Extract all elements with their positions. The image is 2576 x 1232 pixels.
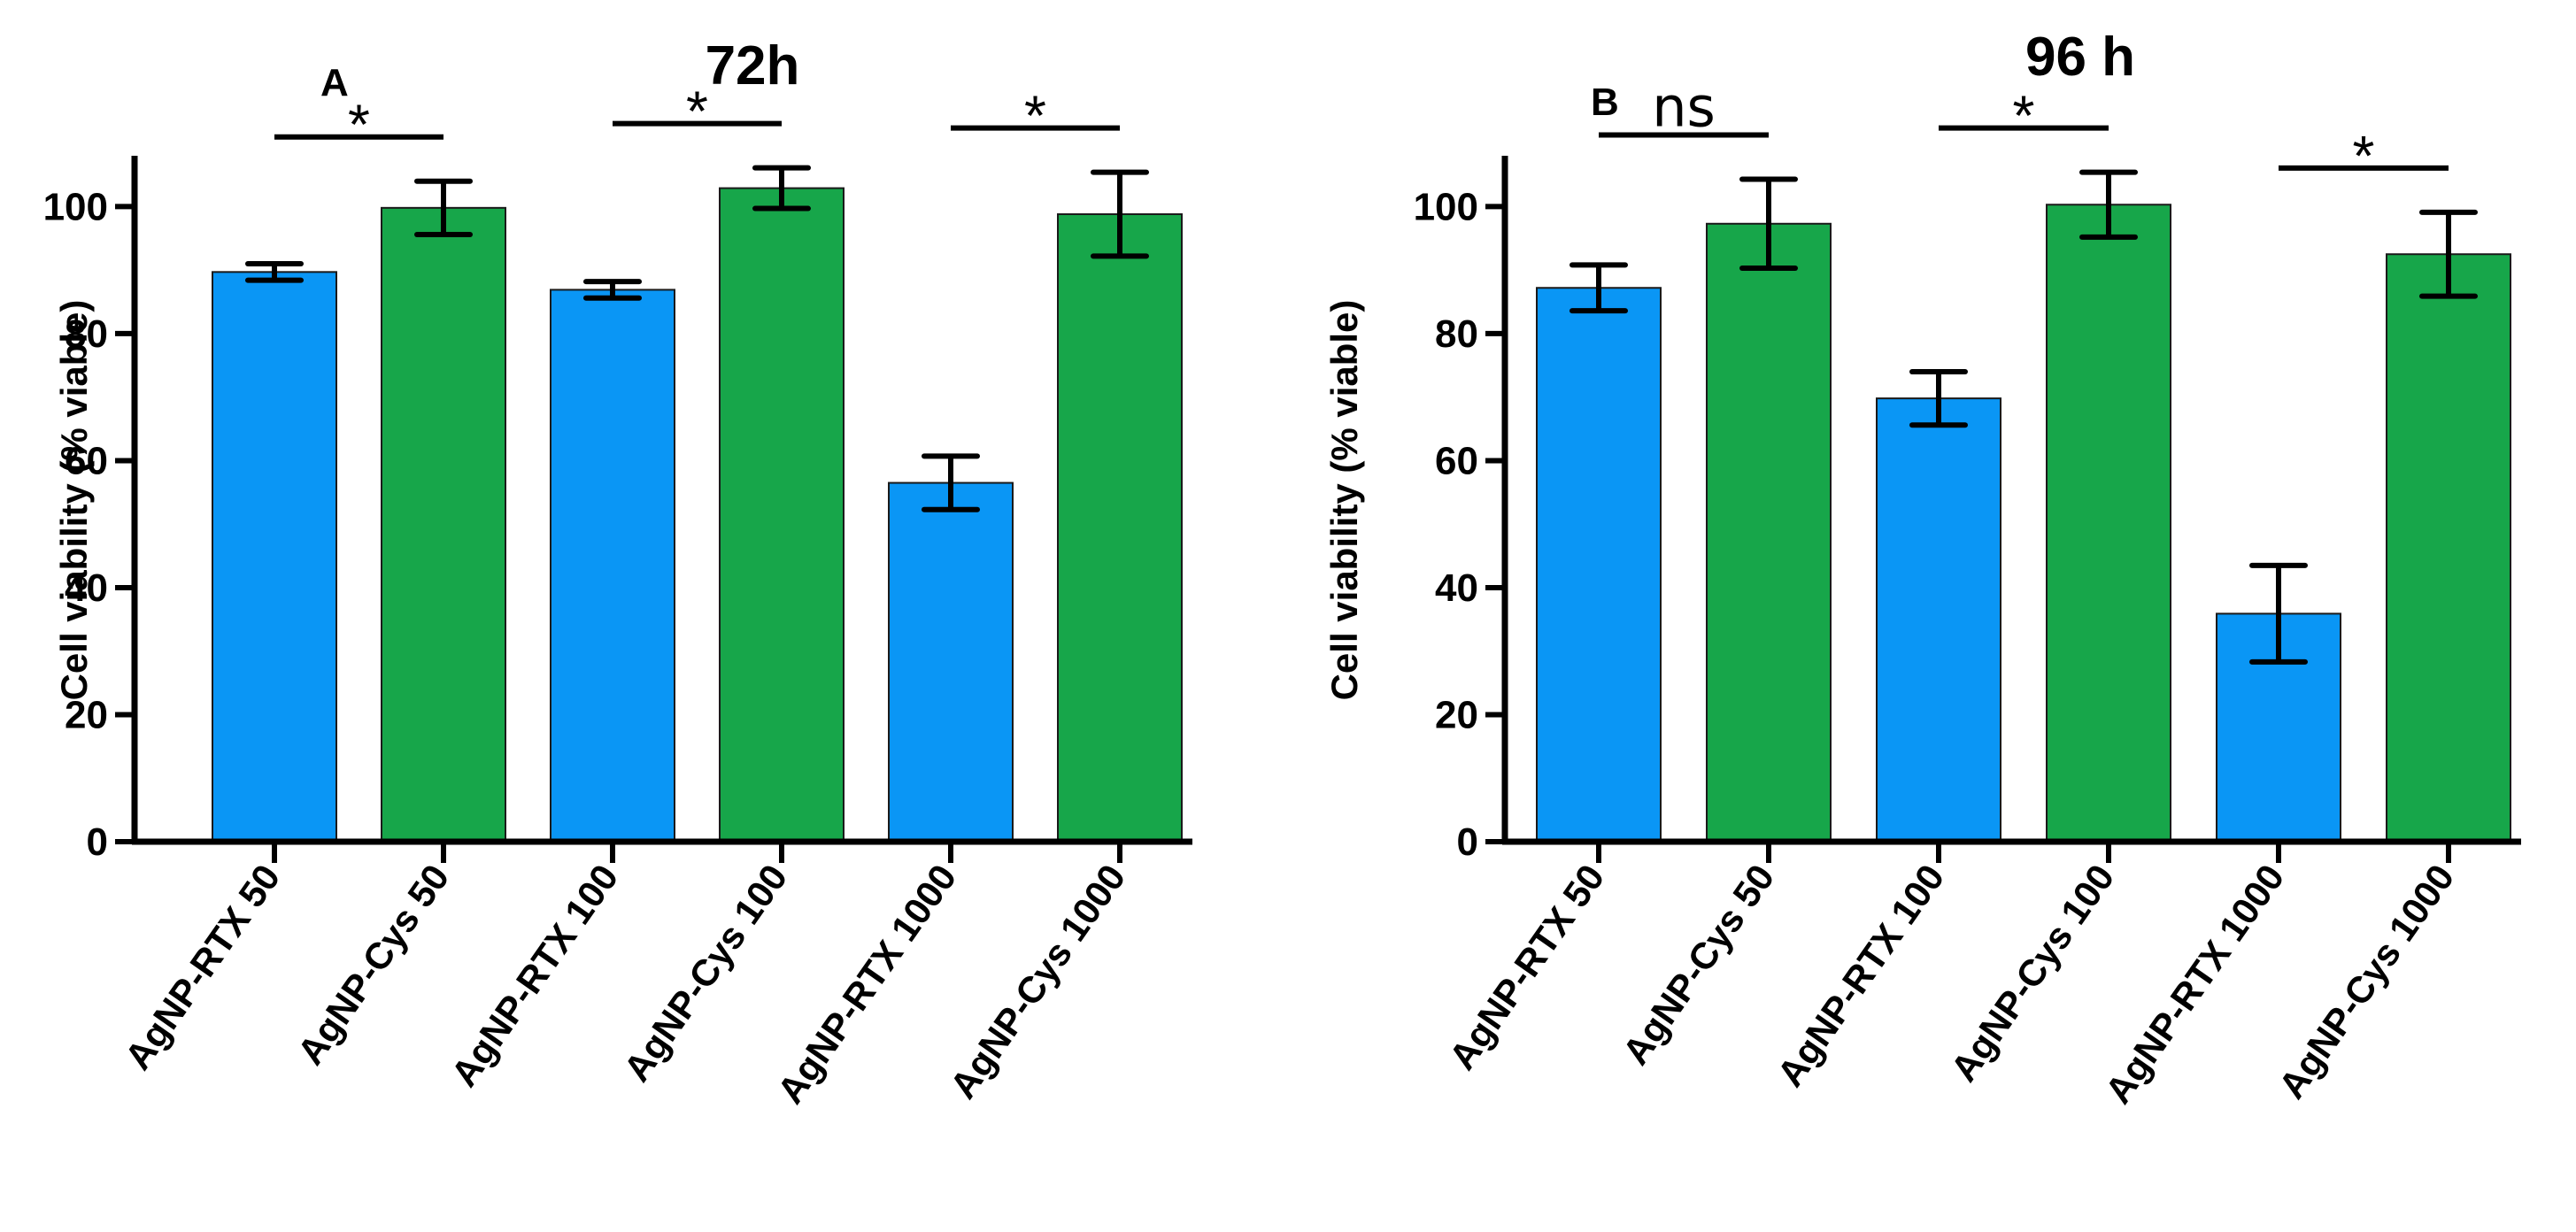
y-tick-label-60: 60 [65,439,108,482]
category-label-6: AgNP-Cys 1000 [942,857,1134,1105]
significance-label-1: ns [1652,75,1716,140]
y-tick-label-40: 40 [1435,566,1478,610]
panel-letter: A [320,61,349,104]
bar-1 [212,271,337,843]
y-tick-label-100: 100 [1414,185,1478,228]
bar-6 [2386,253,2511,843]
chart-title: 96 h [2025,27,2135,88]
category-label-3: AgNP-RTX 100 [443,857,626,1094]
bar-3 [1876,397,2001,843]
significance-label-3: * [2353,124,2375,188]
significance-label-2: * [2013,84,2035,148]
category-label-4: AgNP-Cys 100 [1942,857,2122,1089]
y-axis-title: Cell viability (% viable) [1323,300,1365,701]
bar-4 [719,187,845,843]
y-tick-label-100: 100 [43,185,108,228]
y-tick-label-0: 0 [1457,820,1478,864]
bar-4 [2046,204,2171,843]
y-tick-label-40: 40 [65,566,108,610]
category-label-5: AgNP-RTX 1000 [769,857,965,1111]
bar-1 [1536,287,1662,843]
bar-3 [550,289,675,843]
bar-6 [1057,213,1183,843]
panel-letter: B [1591,81,1619,124]
category-label-2: AgNP-Cys 50 [289,857,458,1072]
y-tick-label-0: 0 [87,820,108,864]
category-label-5: AgNP-RTX 1000 [2097,857,2293,1111]
y-tick-label-60: 60 [1435,439,1478,482]
chart-panel-a: 72h A Cell viability (% viable) 0 20 40 60 80 10… [43,35,1192,1111]
chart-panel-b: 96 h B Cell viability (% viable) 0 20 40 60 80 1… [1323,27,2521,1111]
chart-title: 72h [706,35,800,96]
y-axis-title: Cell viability (% viable) [53,300,95,701]
y-tick-label-80: 80 [65,312,108,356]
bar-5 [888,481,1014,843]
y-tick-label-80: 80 [1435,312,1478,356]
y-tick-label-20: 20 [65,693,108,736]
y-tick-label-20: 20 [1435,693,1478,736]
significance-label-2: * [686,80,708,143]
category-label-1: AgNP-RTX 50 [117,857,289,1077]
category-label-3: AgNP-RTX 100 [1769,857,1952,1094]
category-label-4: AgNP-Cys 100 [615,857,795,1089]
category-label-1: AgNP-RTX 50 [1441,857,1613,1077]
bar-2 [381,206,506,843]
bar-2 [1706,222,1832,843]
category-label-6: AgNP-Cys 1000 [2271,857,2463,1105]
significance-label-1: * [348,93,370,157]
category-label-2: AgNP-Cys 50 [1615,857,1783,1072]
significance-label-3: * [1024,84,1046,148]
